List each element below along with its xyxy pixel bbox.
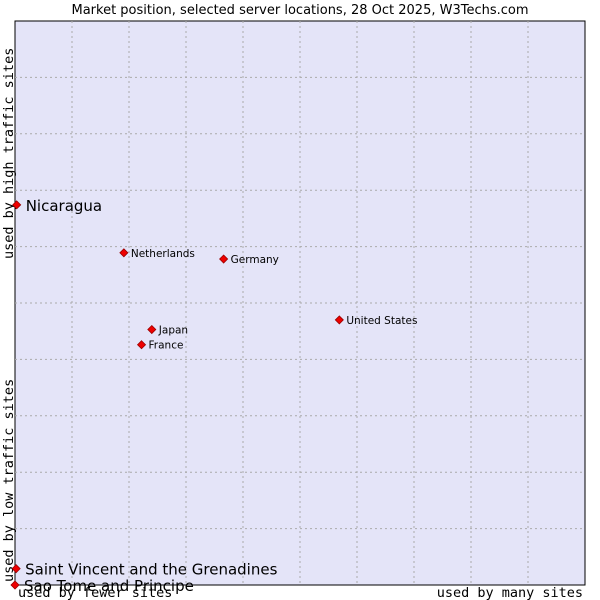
point-label-sao-tome-and-principe: Sao Tome and Principe bbox=[24, 577, 194, 595]
y-axis-label-high: used by high traffic sites bbox=[1, 48, 17, 259]
point-label-germany: Germany bbox=[231, 254, 279, 266]
x-axis-label-low: used by fewer sites bbox=[18, 585, 172, 600]
point-label-united-states: United States bbox=[346, 315, 417, 327]
y-axis-label-low: used by low traffic sites bbox=[1, 379, 17, 582]
point-label-netherlands: Netherlands bbox=[131, 248, 195, 260]
point-marker-germany bbox=[219, 254, 229, 264]
point-marker-netherlands bbox=[119, 248, 129, 258]
point-marker-japan bbox=[147, 324, 157, 335]
grid-lines bbox=[15, 21, 585, 585]
data-points: Nicaragua Netherlands Germany United States… bbox=[10, 197, 417, 595]
x-axis-label-high: used by many sites bbox=[437, 585, 583, 600]
point-marker-saint-vincent-and-the-grenadines bbox=[11, 564, 21, 574]
point-marker-sao-tome-and-principe bbox=[10, 580, 20, 590]
point-label-saint-vincent-and-the-grenadines: Saint Vincent and the Grenadines bbox=[25, 561, 277, 579]
chart-title: Market position, selected server locatio… bbox=[71, 3, 528, 18]
point-marker-nicaragua bbox=[12, 200, 22, 210]
point-marker-france bbox=[136, 340, 147, 350]
point-label-japan: Japan bbox=[158, 325, 188, 337]
point-label-nicaragua: Nicaragua bbox=[26, 197, 102, 215]
point-marker-united-states bbox=[334, 315, 344, 325]
point-label-france: France bbox=[149, 340, 184, 352]
